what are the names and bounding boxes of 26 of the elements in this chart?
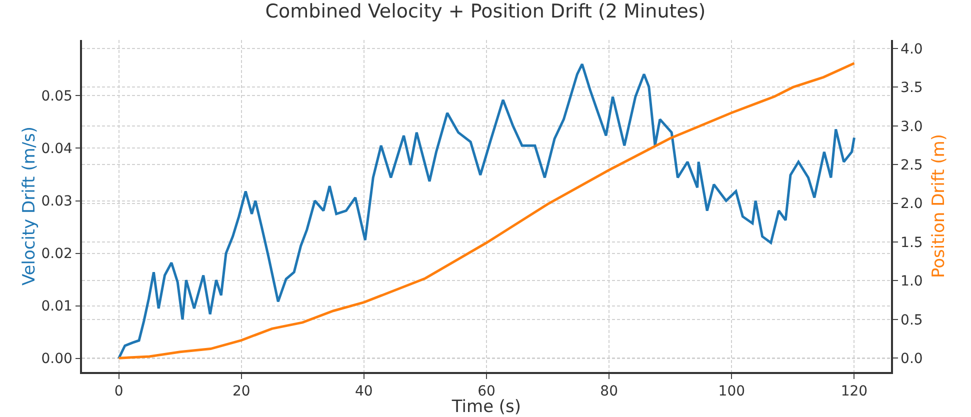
- y2-tick-label: 2.0: [900, 196, 923, 212]
- y2-axis-title: Position Drift (m): [929, 134, 949, 278]
- y-tick-label: 0.03: [41, 194, 72, 210]
- y-tick-label: 0.01: [41, 298, 72, 315]
- chart-title: Combined Velocity + Position Drift (2 Minutes): [265, 0, 706, 22]
- x-tick-label: 0: [114, 384, 124, 400]
- y-axis-title: Velocity Drift (m/s): [19, 126, 40, 286]
- y2-tick-label: 0.0: [900, 350, 923, 367]
- x-tick-label: 60: [478, 384, 496, 400]
- x-tick-label: 120: [840, 384, 868, 400]
- x-tick-label: 40: [355, 384, 373, 400]
- y2-tick-label: 1.5: [900, 234, 923, 251]
- x-axis-title: Time (s): [450, 397, 522, 417]
- y-tick-label: 0.00: [41, 351, 72, 368]
- y-tick-label: 0.02: [41, 246, 72, 262]
- y2-tick-label: 3.0: [900, 118, 923, 135]
- y2-tick-label: 1.0: [900, 274, 923, 290]
- y2-tick-label: 0.5: [900, 312, 923, 328]
- x-tick-label: 20: [232, 384, 250, 400]
- y-tick-label: 0.04: [41, 141, 73, 158]
- y2-tick-label: 4.0: [900, 41, 923, 58]
- x-tick-label: 100: [718, 384, 746, 400]
- y2-tick-label: 2.5: [900, 158, 923, 174]
- x-tick-label: 80: [600, 384, 618, 400]
- y-tick-label: 0.05: [41, 88, 72, 105]
- y2-tick-label: 3.5: [900, 80, 923, 96]
